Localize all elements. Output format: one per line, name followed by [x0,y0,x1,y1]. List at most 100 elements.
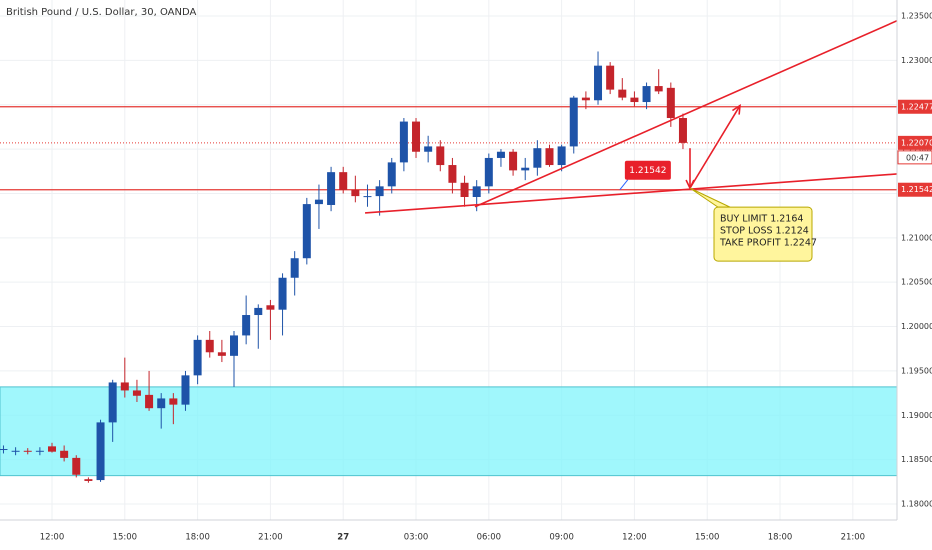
candle-body [60,450,69,458]
x-tick-label: 18:00 [768,533,793,543]
candle-body [314,199,323,205]
candle-body [484,157,493,187]
chart-title: British Pound / U.S. Dollar, 30, OANDA [6,7,197,18]
x-tick-label: 15:00 [113,533,138,543]
candle-body [96,422,105,481]
trend-line [474,4,932,208]
candle-body [436,146,445,166]
candle-body [412,121,421,152]
candle-body [35,450,44,452]
x-tick-label: 21:00 [258,533,283,543]
y-tick-label: 1.18000 [901,500,932,509]
x-tick-label: 03:00 [404,533,429,543]
x-tick-label: 27 [337,533,349,543]
x-tick-label: 18:00 [185,533,210,543]
candle-body [193,339,202,376]
candle-body [169,398,178,405]
trend-line [364,173,898,214]
arrow-head [732,104,741,115]
candle-body [120,382,129,391]
candle-body [399,121,408,163]
candle-body [678,118,687,143]
countdown-box [897,150,932,165]
y-tick-label: 1.23000 [901,56,932,65]
candle-body [205,339,214,353]
candle-body [375,186,384,197]
candle-body [266,305,275,310]
y-tick-label: 1.19500 [901,366,932,375]
candle-body [363,196,372,198]
candle-body [0,449,8,451]
candle-body [557,146,566,166]
candle-body [108,382,117,423]
y-tick-label: 1.18500 [901,455,932,464]
callout-text: STOP LOSS 1.2124 [720,226,809,237]
candle-body [448,165,457,183]
candle-body [230,335,239,356]
x-tick-label: 12:00 [622,533,647,543]
candle-body [581,97,590,101]
candle-body [594,65,603,101]
candle-body [72,457,81,475]
candle-body [181,375,190,405]
candle-body [654,86,663,92]
arrow [689,105,741,189]
zone [0,386,898,477]
candle-body [424,146,433,152]
candle-body [460,182,469,197]
candle-body [327,172,336,205]
callout-text: BUY LIMIT 1.2164 [720,214,803,225]
price-tag [898,135,932,150]
candle-body [533,148,542,168]
x-tick-label: 12:00 [40,533,65,543]
price-tag [898,182,932,197]
x-tick-label: 21:00 [841,533,866,543]
candle-body [606,65,615,90]
callout-box [713,206,813,262]
y-tick-label: 1.20000 [901,322,932,331]
candle-body [496,151,505,158]
candle-body [278,277,287,310]
candle-body [217,352,226,356]
candle-body [145,394,154,409]
price-tag-label: 1.21542 [901,185,932,194]
candle-body [302,204,311,259]
price-tag [898,99,932,114]
candle-body [521,167,530,171]
candle-body [618,89,627,98]
candle-body [351,189,360,197]
flag-box [624,160,671,180]
candle-body [157,398,166,409]
flag-label: 1.21542 [629,166,666,176]
y-tick-label: 1.23500 [901,11,932,20]
y-tick-label: 1.19000 [901,411,932,420]
candle-body [387,162,396,187]
y-tick-label: 1.20500 [901,278,932,287]
candle-body [84,479,93,481]
candle-body [666,87,675,119]
candle-body [630,97,639,103]
candle-body [509,151,518,171]
candle-body [642,86,651,103]
candle-body [472,186,481,197]
y-tick-label: 1.21000 [901,233,932,242]
price-axis [897,0,932,550]
candle-body [23,450,32,452]
price-tag-label: 1.22070 [901,138,932,147]
x-tick-label: 15:00 [695,533,720,543]
candle-body [339,172,348,190]
candle-body [569,97,578,147]
candle-body [254,307,263,316]
candle-body [132,390,141,396]
x-tick-label: 09:00 [549,533,574,543]
flag-pointer [619,179,629,191]
candle-body [290,258,299,278]
candle-body [242,315,251,336]
candle-body [11,450,20,452]
candle-body [545,148,554,166]
callout-text: TAKE PROFIT 1.2247 [719,238,817,249]
candle-body [48,446,57,452]
countdown: 00:47 [906,153,929,162]
x-tick-label: 06:00 [477,533,502,543]
